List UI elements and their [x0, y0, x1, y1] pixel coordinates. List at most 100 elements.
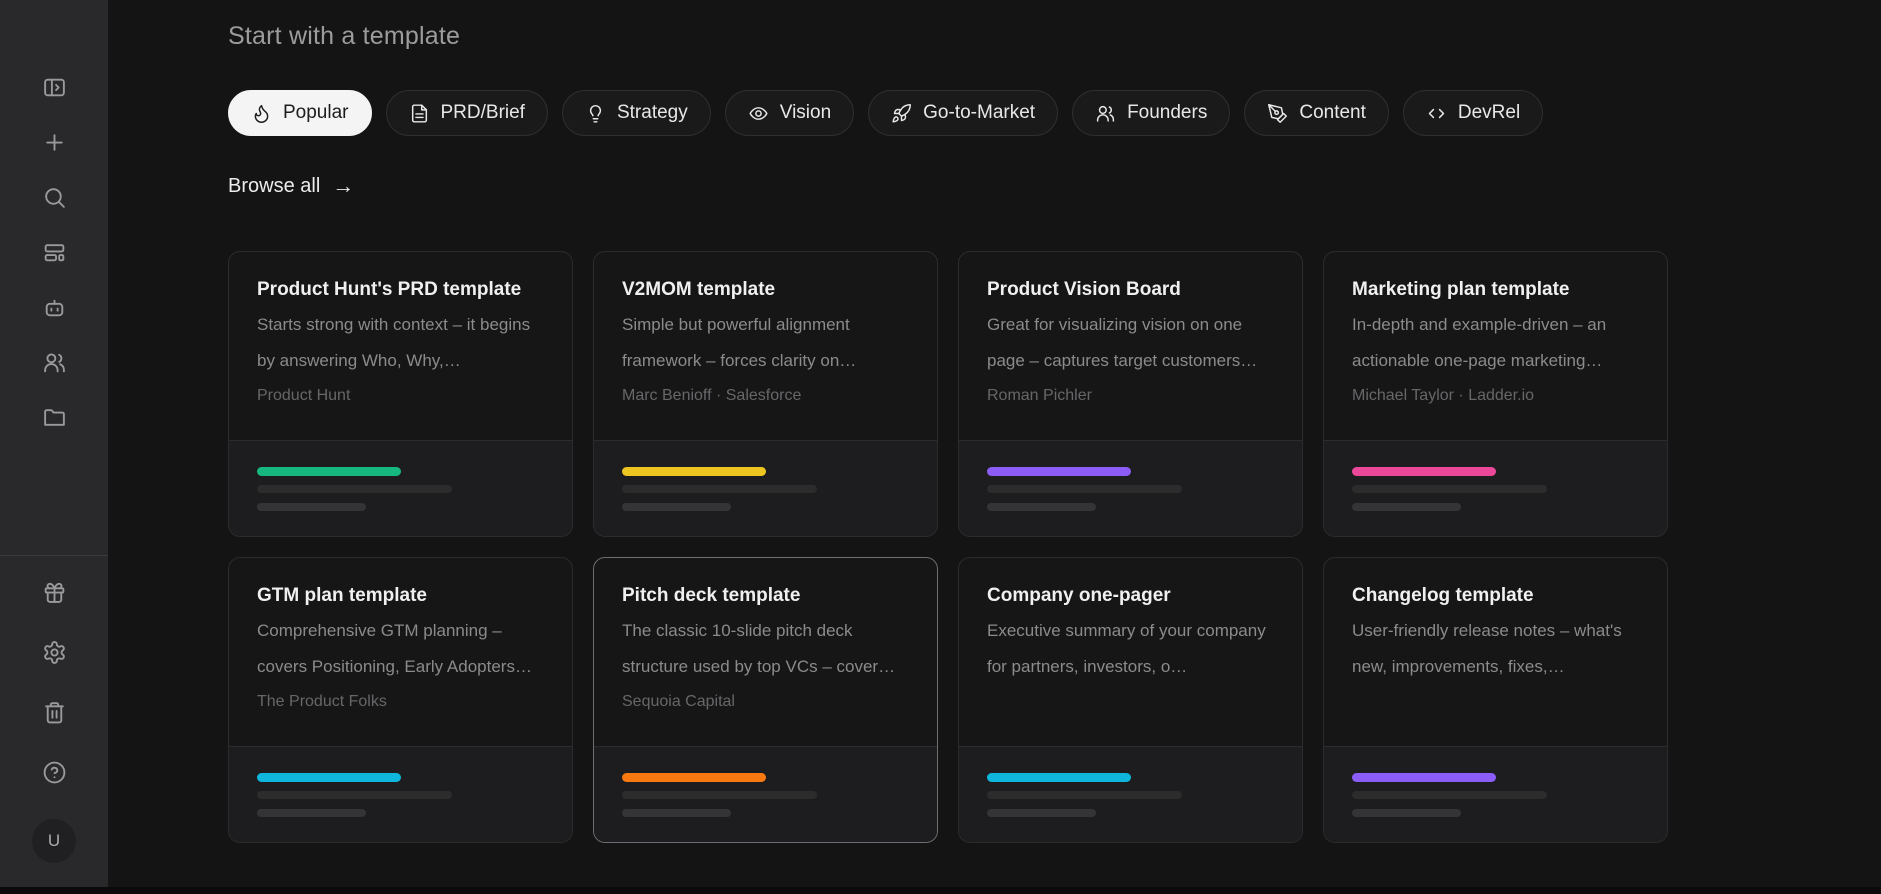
panel-toggle-icon[interactable] [41, 74, 67, 100]
template-preview [1324, 440, 1667, 536]
browse-all-link[interactable]: Browse all → [228, 173, 354, 199]
preview-accent-bar [622, 467, 766, 476]
chip-label: Founders [1127, 102, 1208, 123]
template-description: Executive summary of your company for pa… [987, 621, 1266, 676]
chip-label: DevRel [1457, 102, 1521, 123]
bot-icon[interactable] [41, 294, 67, 320]
template-card-pitch-deck[interactable]: Pitch deck template The classic 10-slide… [593, 557, 938, 843]
template-description: Starts strong with context – it begins b… [257, 315, 531, 370]
preview-line-bar [987, 485, 1183, 493]
template-grid: Product Hunt's PRD template Starts stron… [228, 251, 1881, 843]
trash-icon[interactable] [41, 699, 67, 725]
template-author: Roman Pichler [987, 387, 1092, 404]
arrow-right-icon: → [332, 173, 355, 198]
question-icon[interactable] [41, 759, 67, 785]
sidebar-top-group [41, 0, 67, 430]
card-body: Product Hunt's PRD template Starts stron… [229, 252, 572, 440]
chip-label: Content [1299, 102, 1366, 123]
preview-line-bar [1352, 503, 1462, 511]
template-author: Sequoia Capital [622, 693, 735, 710]
chip-label: Strategy [616, 102, 688, 123]
search-icon[interactable] [41, 184, 67, 210]
pen-nib-icon [1268, 103, 1288, 123]
preview-accent-bar [1352, 773, 1496, 782]
preview-accent-bar [987, 773, 1131, 782]
chip-strategy[interactable]: Strategy [561, 90, 711, 136]
users-icon[interactable] [41, 349, 67, 375]
chip-label: PRD/Brief [440, 102, 525, 123]
sidebar-divider [0, 555, 108, 556]
template-author [987, 693, 1274, 713]
document-icon [411, 103, 427, 123]
template-description: Great for visualizing vision on one page… [987, 315, 1258, 370]
template-card-gtm-plan[interactable]: GTM plan template Comprehensive GTM plan… [228, 557, 573, 843]
chip-prd-brief[interactable]: PRD/Brief [385, 90, 548, 136]
template-card-product-hunt-prd[interactable]: Product Hunt's PRD template Starts stron… [228, 251, 573, 537]
template-title: Changelog template [1352, 585, 1534, 606]
folder-icon[interactable] [41, 404, 67, 430]
gear-icon[interactable] [41, 639, 67, 665]
code-icon [1428, 108, 1445, 118]
template-preview [594, 746, 937, 842]
template-author [1352, 693, 1639, 713]
chip-popular[interactable]: Popular [228, 90, 372, 136]
chip-founders[interactable]: Founders [1072, 90, 1231, 136]
chip-label: Popular [283, 102, 349, 123]
template-card-marketing-plan[interactable]: Marketing plan template In-depth and exa… [1323, 251, 1668, 537]
template-title: V2MOM template [622, 279, 776, 300]
template-card-changelog[interactable]: Changelog template User-friendly release… [1323, 557, 1668, 843]
chip-label: Go-to-Market [923, 102, 1036, 123]
preview-line-bar [257, 791, 453, 799]
chip-content[interactable]: Content [1244, 90, 1389, 136]
template-preview [229, 440, 572, 536]
template-description: The classic 10-slide pitch deck structur… [622, 621, 896, 676]
sidebar-bottom-group: U [32, 556, 76, 887]
preview-line-bar [622, 791, 818, 799]
plus-icon[interactable] [41, 129, 67, 155]
preview-accent-bar [257, 467, 401, 476]
template-description: In-depth and example-driven – an actiona… [1352, 315, 1607, 370]
users-icon [1096, 105, 1115, 122]
template-title: Company one-pager [987, 585, 1171, 606]
lightbulb-icon [589, 104, 602, 123]
chip-go-to-market[interactable]: Go-to-Market [868, 90, 1059, 136]
preview-line-bar [1352, 809, 1462, 817]
preview-line-bar [1352, 485, 1548, 493]
sidebar: U [0, 0, 108, 887]
chip-vision[interactable]: Vision [724, 90, 855, 136]
preview-accent-bar [257, 773, 401, 782]
template-title: Product Hunt's PRD template [257, 279, 522, 300]
preview-accent-bar [622, 773, 766, 782]
card-body: Product Vision Board Great for visualizi… [959, 252, 1302, 440]
template-title: GTM plan template [257, 585, 427, 606]
card-body: V2MOM template Simple but powerful align… [594, 252, 937, 440]
preview-line-bar [987, 791, 1183, 799]
template-author: Michael Taylor · Ladder.io [1352, 387, 1535, 404]
preview-line-bar [622, 503, 732, 511]
flame-icon [254, 104, 269, 123]
template-description: User-friendly release notes – what's new… [1352, 621, 1622, 676]
card-body: Marketing plan template In-depth and exa… [1324, 252, 1667, 440]
template-preview [959, 440, 1302, 536]
preview-line-bar [622, 809, 732, 817]
template-author: Marc Benioff · Salesforce [622, 387, 802, 404]
preview-line-bar [987, 809, 1097, 817]
preview-accent-bar [987, 467, 1131, 476]
template-description: Simple but powerful alignment framework … [622, 315, 857, 370]
preview-line-bar [987, 503, 1097, 511]
card-body: Company one-pager Executive summary of y… [959, 558, 1302, 746]
preview-line-bar [257, 485, 453, 493]
chip-devrel[interactable]: DevRel [1402, 90, 1544, 136]
template-card-v2mom[interactable]: V2MOM template Simple but powerful align… [593, 251, 938, 537]
card-body: Pitch deck template The classic 10-slide… [594, 558, 937, 746]
preview-accent-bar [1352, 467, 1496, 476]
template-author: Product Hunt [257, 387, 351, 404]
layout-icon[interactable] [41, 239, 67, 265]
user-avatar[interactable]: U [32, 819, 76, 863]
template-preview [229, 746, 572, 842]
template-card-product-vision-board[interactable]: Product Vision Board Great for visualizi… [958, 251, 1303, 537]
preview-line-bar [1352, 791, 1548, 799]
preview-line-bar [257, 809, 367, 817]
template-card-company-one-pager[interactable]: Company one-pager Executive summary of y… [958, 557, 1303, 843]
gift-icon[interactable] [41, 579, 67, 605]
